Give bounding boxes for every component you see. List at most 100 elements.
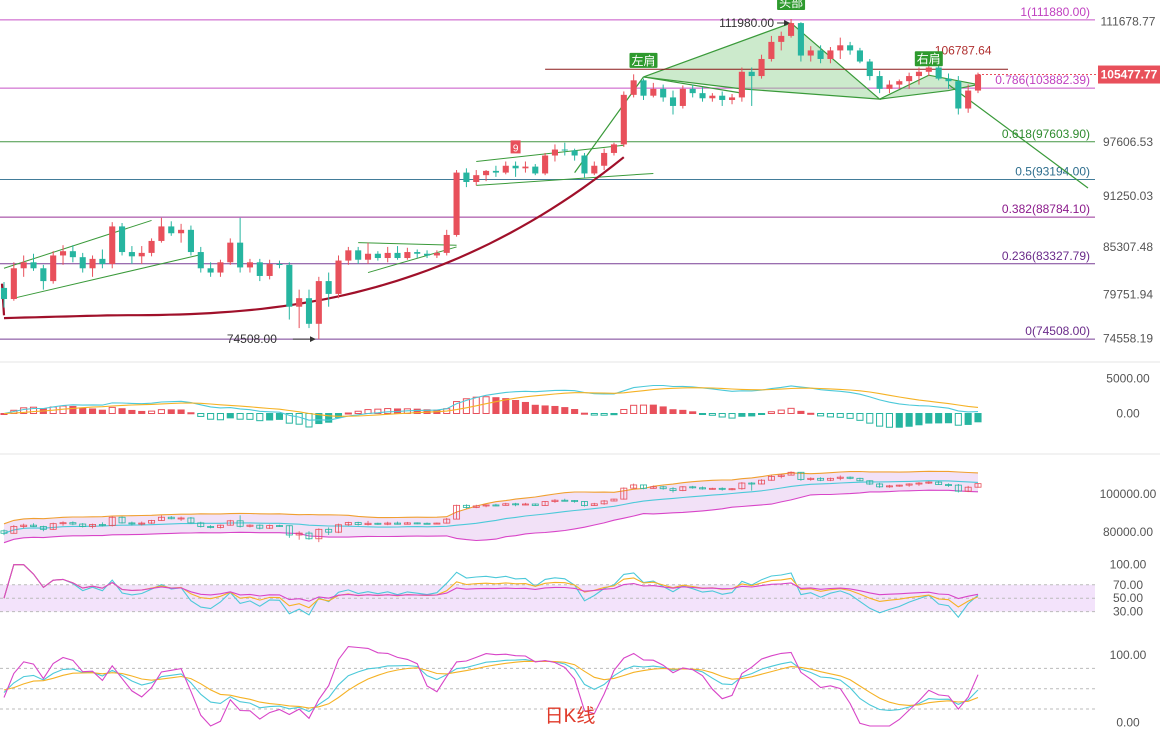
mini-candle (128, 522, 136, 525)
candle-body (237, 242, 244, 268)
indicator-tick: 100.00 (1110, 648, 1147, 662)
candle (89, 255, 96, 277)
mini-candle (954, 484, 962, 492)
right-shoulder-tag-bg (914, 51, 943, 67)
macd-bar (797, 410, 805, 414)
macd-bar (197, 413, 205, 417)
mini-candle (39, 526, 47, 530)
kdj-panel: 100.00 0.00 (0, 646, 1147, 730)
bollinger-upper (3, 470, 979, 525)
mini-candle (207, 526, 215, 528)
indicator-tick: 80000.00 (1103, 525, 1153, 539)
candle-body (915, 71, 923, 77)
macd-bar (876, 413, 884, 427)
macd-bar (669, 409, 677, 415)
mini-candle (512, 503, 520, 506)
candle (817, 45, 824, 64)
candle-body (50, 255, 57, 282)
mini-candle (856, 477, 864, 482)
macd-bar (935, 413, 943, 424)
candle (364, 242, 372, 265)
candle-body (40, 268, 47, 282)
candle-body (738, 71, 745, 98)
candle-body (355, 250, 362, 260)
candle-body (965, 90, 972, 109)
candle (276, 260, 283, 269)
macd-bar (344, 412, 352, 415)
candle (168, 221, 175, 236)
candle-body (571, 150, 578, 156)
mini-candle (197, 522, 205, 527)
mini-candle (541, 501, 549, 506)
candle-body (768, 41, 775, 59)
candle (679, 85, 686, 109)
macd-bar (698, 413, 707, 415)
candle-body (443, 234, 450, 253)
mini-candle (266, 525, 274, 529)
candle-body (453, 172, 460, 235)
candle-body (866, 61, 873, 77)
mini-candle (364, 522, 372, 525)
candle (522, 161, 529, 173)
mini-candle (394, 522, 401, 525)
candle (237, 217, 244, 273)
mini-candle (0, 530, 8, 534)
candle-body (99, 258, 106, 265)
macd-bar (256, 413, 264, 422)
macd-bar (580, 412, 589, 415)
candle-body (620, 94, 627, 145)
mini-candle (945, 484, 952, 486)
candle (40, 264, 47, 290)
mini-candle (610, 498, 618, 502)
macd-bar (79, 407, 87, 414)
macd-bar (600, 413, 608, 416)
candle-body (758, 58, 765, 77)
candle (699, 87, 706, 102)
mini-candle (521, 503, 529, 506)
macd-dea-line (3, 387, 979, 417)
candle (689, 84, 696, 98)
chart-caption: 日K线 (545, 705, 596, 727)
indicator-tick: 5000.00 (1106, 372, 1150, 386)
candle-body (433, 252, 440, 256)
candle-body (315, 281, 322, 324)
candle (581, 152, 588, 178)
mini-candle (482, 504, 490, 507)
mini-candle (148, 520, 156, 524)
macd-bar (226, 413, 234, 419)
candle-body (10, 268, 17, 300)
mini-candle (836, 476, 844, 479)
candle-body (807, 50, 814, 56)
candle (394, 246, 401, 260)
macd-bar (236, 413, 244, 420)
macd-bar (492, 397, 500, 415)
macd-bar (738, 413, 746, 417)
mini-candle (590, 503, 598, 506)
macd-bar (630, 404, 638, 414)
mini-candle (216, 524, 224, 528)
candle (227, 238, 234, 265)
macd-bar (118, 408, 126, 415)
candle-body (512, 165, 519, 169)
mini-candle (826, 477, 834, 481)
mini-candle (276, 525, 283, 527)
candle-body (847, 45, 854, 51)
macd-bar (148, 410, 156, 414)
candle-body (542, 155, 549, 174)
candle-body (256, 262, 263, 276)
mini-candle (453, 504, 461, 520)
mini-candle (886, 485, 893, 488)
breakdown-line (948, 84, 1089, 189)
candle (207, 262, 214, 277)
candle (148, 238, 155, 257)
candle-body (424, 253, 431, 256)
macd-bar (128, 409, 136, 415)
mini-candle (20, 524, 28, 527)
candle-body (168, 226, 175, 234)
mini-candle (738, 482, 746, 490)
candle-body (640, 80, 647, 96)
candle-body (837, 45, 844, 51)
fib-label: 0.786(103882.39) (995, 73, 1090, 87)
flag-lower (367, 246, 457, 274)
